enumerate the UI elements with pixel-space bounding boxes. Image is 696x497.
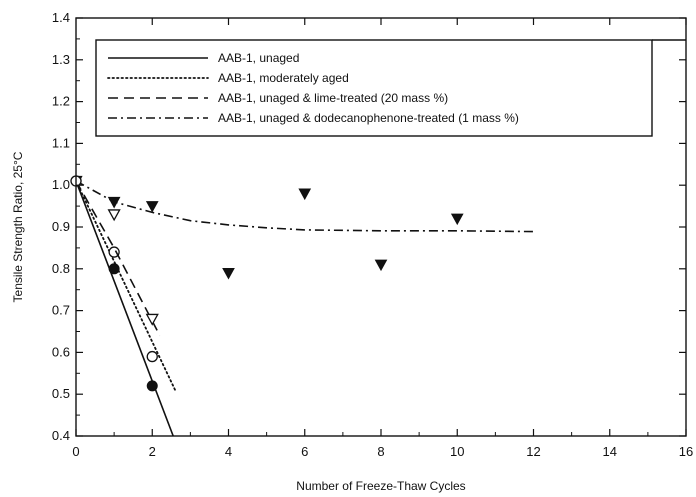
legend-label-3: AAB-1, unaged & dodecanophenone-treated … xyxy=(218,111,519,125)
x-tick-label-1: 2 xyxy=(149,444,156,459)
y-tick-label-7: 1.1 xyxy=(52,135,70,150)
series-2-point-2 xyxy=(145,313,159,326)
series-2-point-1 xyxy=(107,209,121,222)
series-3-point-2 xyxy=(145,201,159,213)
x-tick-label-0: 0 xyxy=(72,444,79,459)
series-1-point-1 xyxy=(108,246,120,258)
plot-area xyxy=(70,175,534,436)
series-3-point-4 xyxy=(298,188,312,201)
x-tick-label-8: 16 xyxy=(679,444,693,459)
series-0-point-2 xyxy=(146,380,158,392)
series-0-line xyxy=(76,180,174,436)
x-tick-label-4: 8 xyxy=(377,444,384,459)
x-axis-title: Number of Freeze-Thaw Cycles xyxy=(296,479,465,493)
series-3-line xyxy=(76,180,534,233)
x-tick-label-2: 4 xyxy=(225,444,232,459)
y-tick-label-8: 1.2 xyxy=(52,94,70,109)
legend-box xyxy=(95,39,653,137)
series-3 xyxy=(76,176,534,280)
x-tick-label-5: 10 xyxy=(450,444,464,459)
y-tick-label-6: 1.0 xyxy=(52,177,70,192)
series-1-point-2 xyxy=(146,350,158,363)
series-3-point-6 xyxy=(450,213,464,226)
series-1-line xyxy=(76,180,176,391)
x-tick-label-6: 12 xyxy=(526,444,540,459)
y-tick-label-9: 1.3 xyxy=(52,52,70,67)
legend-label-0: AAB-1, unaged xyxy=(218,51,299,65)
y-tick-label-4: 0.8 xyxy=(52,261,70,276)
legend: AAB-1, unaged AAB-1, moderately aged AAB-1… xyxy=(95,39,686,137)
series-3-point-5 xyxy=(374,259,388,272)
series-3-point-1 xyxy=(107,196,121,209)
y-tick-label-3: 0.7 xyxy=(52,303,70,318)
y-tick-label-0: 0.4 xyxy=(52,428,70,443)
y-tick-label-10: 1.4 xyxy=(52,10,70,25)
x-tick-label-7: 14 xyxy=(603,444,617,459)
y-tick-label-1: 0.5 xyxy=(52,386,70,401)
x-tick-label-3: 6 xyxy=(301,444,308,459)
y-axis-title: Tensile Strength Ratio, 25°C xyxy=(11,151,25,302)
axes: 0 2 4 6 8 10 12 14 16 0.4 0.5 0.6 0.7 0.8 0.9 1.0 1.1 1.2… xyxy=(52,10,693,459)
legend-label-2: AAB-1, unaged & lime-treated (20 mass %) xyxy=(218,91,448,105)
y-tick-label-5: 0.9 xyxy=(52,219,70,234)
y-tick-label-2: 0.6 xyxy=(52,344,70,359)
legend-label-1: AAB-1, moderately aged xyxy=(218,71,349,85)
series-0-point-1 xyxy=(108,263,120,275)
series-3-point-3 xyxy=(222,267,235,280)
series-0 xyxy=(76,175,174,436)
series-2-line xyxy=(76,180,161,337)
